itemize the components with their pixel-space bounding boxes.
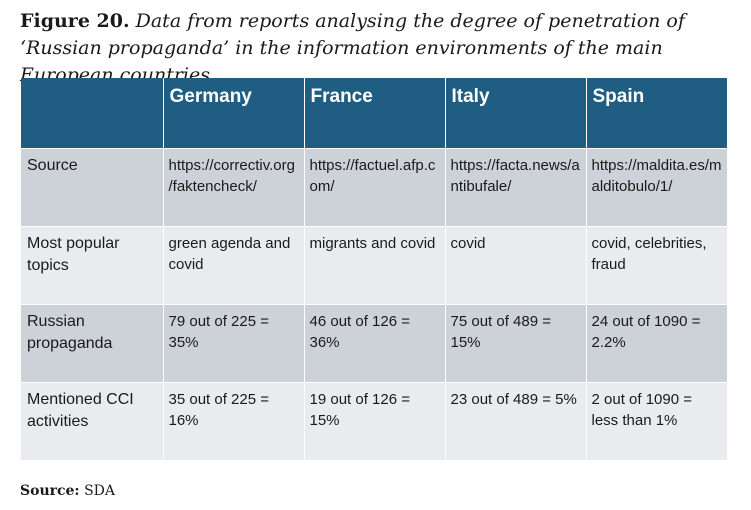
cell-propaganda-germany: 79 out of 225 = 35% bbox=[163, 303, 305, 382]
table-row-source: Source https://correctiv.org/faktencheck… bbox=[21, 147, 727, 226]
figure-caption: Figure 20. Data from reports analysing t… bbox=[20, 8, 720, 89]
cell-source-italy: https://facta.news/antibufale/ bbox=[445, 147, 587, 226]
cell-topics-italy: covid bbox=[445, 225, 587, 304]
cell-source-france: https://factuel.afp.com/ bbox=[304, 147, 446, 226]
cell-source-spain: https://maldita.es/malditobulo/1/ bbox=[586, 147, 727, 226]
header-cell-france: France bbox=[304, 78, 446, 148]
table-row-propaganda: Russian propaganda 79 out of 225 = 35% 4… bbox=[21, 303, 727, 382]
header-cell-spain: Spain bbox=[586, 78, 727, 148]
table-row-cci: Mentioned CCI activities 35 out of 225 =… bbox=[21, 381, 727, 460]
header-cell-germany: Germany bbox=[163, 78, 305, 148]
source-value: SDA bbox=[84, 483, 115, 499]
source-note: Source: SDA bbox=[20, 483, 115, 499]
row-label-topics: Most popular topics bbox=[21, 225, 164, 304]
cell-topics-spain: covid, celebrities, fraud bbox=[586, 225, 727, 304]
cell-propaganda-spain: 24 out of 1090 = 2.2% bbox=[586, 303, 727, 382]
data-table: Germany France Italy Spain Source https:… bbox=[21, 78, 727, 460]
row-label-cci: Mentioned CCI activities bbox=[21, 381, 164, 460]
cell-cci-italy: 23 out of 489 = 5% bbox=[445, 381, 587, 460]
cell-source-germany: https://correctiv.org/faktencheck/ bbox=[163, 147, 305, 226]
figure-label: Figure 20. bbox=[20, 10, 130, 32]
cell-cci-germany: 35 out of 225 = 16% bbox=[163, 381, 305, 460]
row-label-propaganda: Russian propaganda bbox=[21, 303, 164, 382]
cell-propaganda-france: 46 out of 126 = 36% bbox=[304, 303, 446, 382]
table-header-row: Germany France Italy Spain bbox=[21, 78, 727, 148]
cell-topics-germany: green agenda and covid bbox=[163, 225, 305, 304]
source-label: Source: bbox=[20, 483, 80, 499]
cell-cci-france: 19 out of 126 = 15% bbox=[304, 381, 446, 460]
header-cell-italy: Italy bbox=[445, 78, 587, 148]
table-row-topics: Most popular topics green agenda and cov… bbox=[21, 225, 727, 304]
cell-cci-spain: 2 out of 1090 = less than 1% bbox=[586, 381, 727, 460]
cell-topics-france: migrants and covid bbox=[304, 225, 446, 304]
header-cell-empty bbox=[21, 78, 164, 148]
row-label-source: Source bbox=[21, 147, 164, 226]
cell-propaganda-italy: 75 out of 489 = 15% bbox=[445, 303, 587, 382]
